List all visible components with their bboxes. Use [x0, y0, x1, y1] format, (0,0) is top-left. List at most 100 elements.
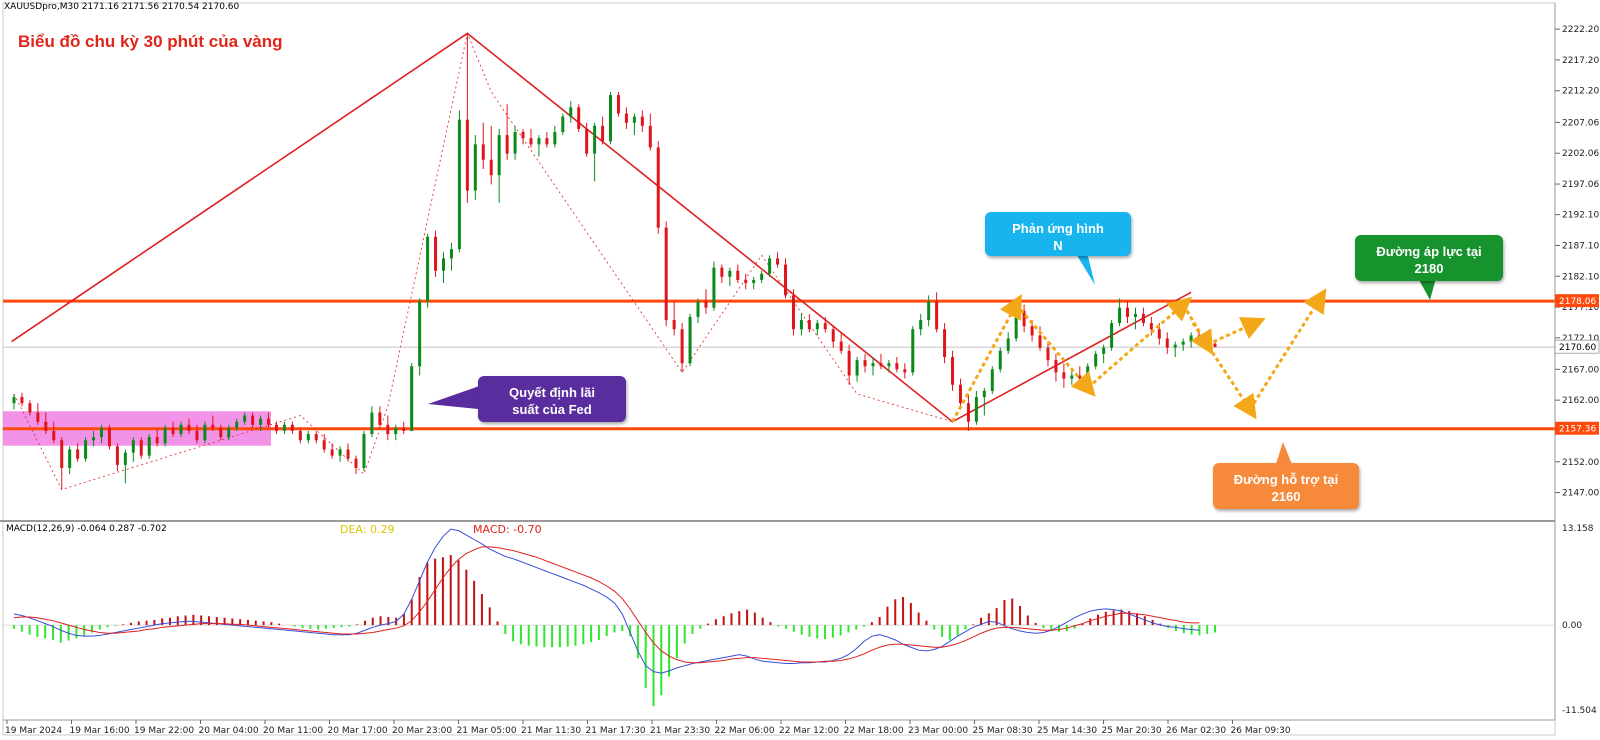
candle-body	[163, 427, 167, 444]
candle	[290, 421, 294, 435]
candle-body	[648, 125, 652, 148]
support-callout-pointer	[1275, 442, 1293, 467]
candle	[744, 273, 748, 290]
candle-body	[839, 341, 843, 351]
candle	[1062, 363, 1066, 388]
time-axis: 19 Mar 2024 19 Mar 16:00 19 Mar 22:00 20 Ma…	[5, 720, 1291, 736]
candle-body	[927, 301, 931, 321]
support-price-box	[1555, 421, 1599, 435]
candle-body	[84, 440, 88, 459]
candle	[76, 443, 80, 462]
candle-body	[434, 236, 438, 271]
candle-body	[259, 418, 263, 425]
candle-body	[274, 424, 278, 431]
candle-body	[1094, 353, 1098, 367]
candle	[1014, 307, 1018, 342]
price-tick-label: 2167.00	[1562, 365, 1599, 375]
candle	[115, 443, 119, 472]
candle-body	[974, 397, 978, 422]
candle-body	[99, 427, 103, 438]
candle-body	[990, 369, 994, 391]
candle	[672, 301, 676, 336]
candle-body	[378, 412, 382, 425]
candle-body	[1126, 307, 1130, 317]
candle	[958, 378, 962, 410]
candle	[1046, 341, 1050, 367]
price-tick-label: 2162.00	[1562, 396, 1599, 406]
candle	[855, 356, 859, 382]
candle	[497, 128, 501, 203]
candle-body	[410, 366, 414, 431]
forecast-segment-up	[1248, 288, 1327, 411]
candle	[1126, 301, 1130, 324]
resistance-callout-pointer	[1418, 278, 1436, 300]
candle-body	[712, 267, 716, 308]
candle	[251, 412, 255, 428]
candle-body	[402, 427, 406, 431]
candle	[752, 276, 756, 290]
candle	[68, 446, 72, 475]
candle-body	[513, 132, 517, 154]
candle	[513, 125, 517, 160]
candle-body	[863, 360, 867, 367]
price-tick-label: 2172.10	[1562, 334, 1599, 344]
price-tick-label: 2197.06	[1562, 180, 1599, 190]
candle-body	[1102, 347, 1106, 354]
candle-body	[736, 270, 740, 280]
time-tick-label: 19 Mar 22:00	[134, 726, 194, 736]
candle-body	[243, 415, 247, 422]
support-line2: 2160	[1271, 489, 1301, 504]
candle-body	[529, 138, 533, 145]
time-tick-label: 22 Mar 18:00	[844, 726, 904, 736]
macd-series-dea	[13, 546, 1200, 664]
candle	[457, 110, 461, 253]
candle	[12, 393, 16, 410]
candle-body	[632, 116, 636, 123]
candle	[616, 91, 620, 117]
price-tick-label: 2177.10	[1562, 303, 1599, 313]
candle	[935, 292, 939, 333]
candle	[943, 323, 947, 364]
support-resistance-levels	[3, 299, 1555, 431]
macd-tick-label: -11.504	[1562, 706, 1597, 716]
price-axis: 2222.20 2217.20 2212.20 2207.06 2202.06 2197.…	[1554, 25, 1599, 716]
resistance-line1: Đường áp lực tại	[1376, 244, 1482, 259]
candle-body	[123, 452, 127, 465]
fed-callout-pointer	[428, 383, 488, 410]
candle-body	[195, 430, 199, 441]
candle-body	[386, 424, 390, 435]
candle	[712, 261, 716, 311]
candle-body	[585, 128, 589, 154]
candle-body	[640, 116, 644, 126]
candle-body	[1149, 323, 1153, 330]
resistance-line2: 2180	[1414, 261, 1444, 276]
candle	[1054, 353, 1058, 382]
candle	[561, 113, 565, 136]
candle-body	[155, 437, 159, 444]
candle	[131, 437, 135, 462]
forecast-segment	[1015, 303, 1096, 397]
candle-body	[346, 449, 350, 459]
resistance-price-box	[1555, 294, 1599, 308]
candle	[1118, 298, 1122, 327]
candle	[203, 421, 207, 444]
candle-body	[791, 295, 795, 330]
time-tick-label: 20 Mar 17:00	[328, 726, 388, 736]
candle	[927, 295, 931, 327]
candle-body	[1165, 338, 1169, 348]
candle-body	[306, 434, 310, 441]
candle	[879, 353, 883, 370]
candle-body	[1086, 366, 1090, 379]
candle-body	[235, 421, 239, 428]
candle	[831, 326, 835, 348]
chart-title: Biểu đồ chu kỳ 30 phút của vàng	[18, 32, 283, 51]
candle-body	[935, 301, 939, 330]
candle-body	[871, 363, 875, 367]
candle-body	[354, 458, 358, 468]
candle-body	[1046, 347, 1050, 361]
candle-body	[807, 320, 811, 330]
candle-body	[545, 138, 549, 145]
candle-body	[92, 437, 96, 441]
candle-body	[211, 424, 215, 428]
candle-body	[465, 119, 469, 191]
